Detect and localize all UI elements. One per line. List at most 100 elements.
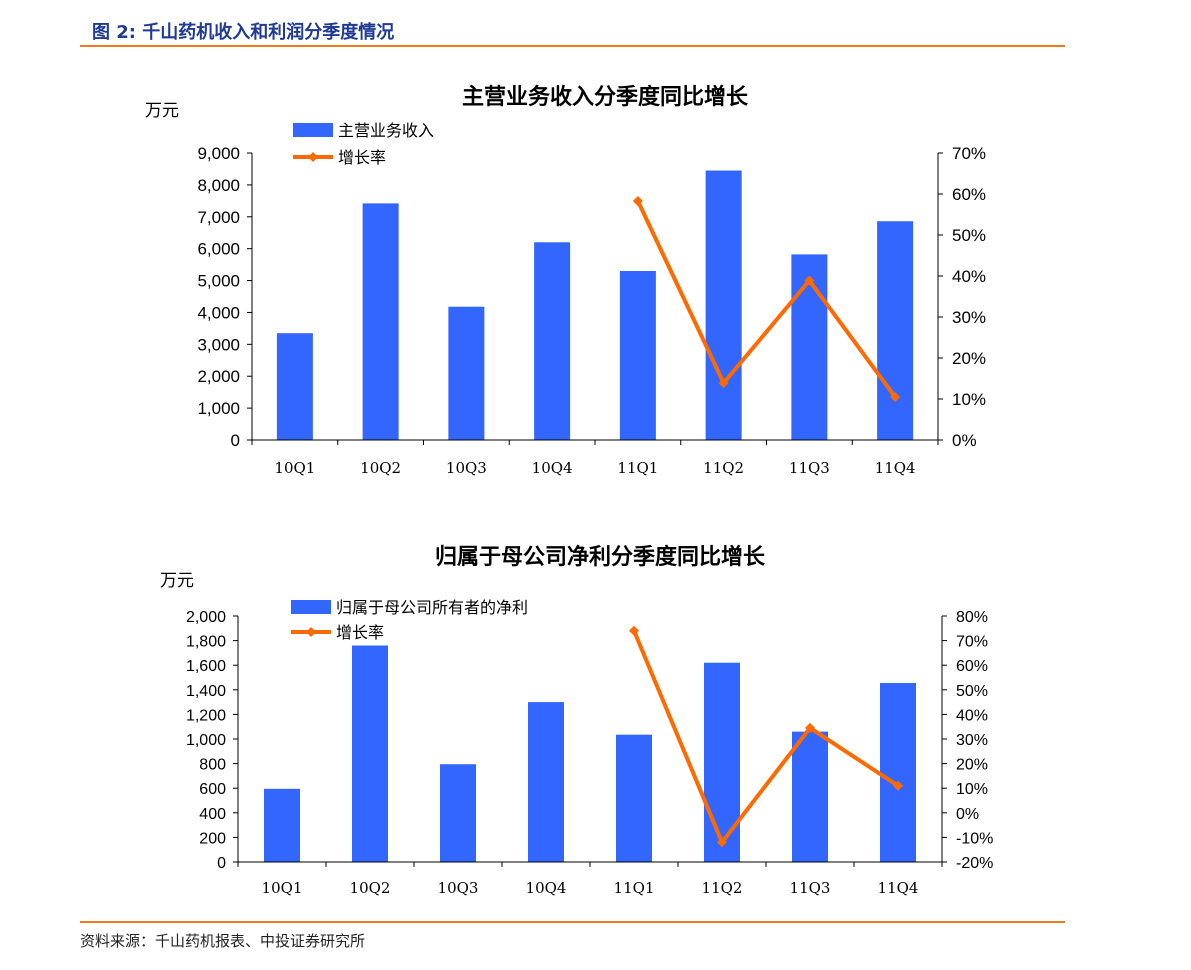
chart-0-xtick-label: 11Q1 bbox=[617, 459, 658, 477]
chart-0-xtick-label: 10Q1 bbox=[274, 459, 315, 477]
chart-1-y2tick-label: -10% bbox=[956, 830, 993, 847]
chart-0-bar-11Q1 bbox=[619, 270, 656, 440]
chart-0-y2tick-label: 70% bbox=[952, 144, 986, 163]
chart-1-ytick-label: 1,800 bbox=[186, 634, 226, 651]
figure-title-text: 千山药机收入和利润分季度情况 bbox=[142, 22, 395, 43]
chart-1-growth-point-11Q3 bbox=[805, 722, 815, 733]
chart-0-ytick-label: 0 bbox=[231, 431, 240, 450]
chart-0-legend-bar-label: 主营业务收入 bbox=[338, 121, 434, 140]
chart-1-bar-11Q2 bbox=[704, 662, 740, 862]
chart-1-y2tick-label: 60% bbox=[956, 658, 988, 675]
bottom-divider bbox=[80, 921, 1065, 923]
chart-1-legend-line-marker bbox=[306, 627, 316, 637]
chart-1-title: 归属于母公司净利分季度同比增长 bbox=[435, 544, 766, 570]
chart-1-y2tick-label: 40% bbox=[956, 707, 988, 724]
chart-1-y2tick-label: 20% bbox=[956, 757, 988, 774]
chart-0-ytick-label: 6,000 bbox=[197, 240, 240, 259]
chart-0-xtick-label: 10Q4 bbox=[532, 459, 573, 477]
chart-1-bar-11Q3 bbox=[792, 731, 828, 862]
chart-0-legend-line-marker bbox=[308, 152, 318, 162]
chart-1-ytick-label: 800 bbox=[199, 757, 226, 774]
chart-1-bar-11Q1 bbox=[616, 734, 652, 862]
chart-0-growth-point-11Q1 bbox=[632, 195, 643, 206]
chart-1-xtick-label: 10Q1 bbox=[262, 879, 303, 897]
chart-0-y2tick-label: 60% bbox=[952, 185, 986, 204]
chart-1-xtick-label: 11Q2 bbox=[702, 879, 743, 897]
chart-0-xtick-label: 10Q3 bbox=[446, 459, 487, 477]
chart-1-legend-bar-swatch bbox=[291, 600, 331, 614]
chart-0-ytick-label: 4,000 bbox=[197, 303, 240, 322]
chart-0-y2tick-label: 0% bbox=[952, 431, 977, 450]
chart-0-ytick-label: 3,000 bbox=[197, 335, 240, 354]
chart-0-bar-10Q4 bbox=[534, 242, 571, 440]
chart-1-growth-point-11Q2 bbox=[717, 837, 727, 848]
chart-0-bar-10Q3 bbox=[448, 306, 485, 440]
chart-1-y2tick-label: 10% bbox=[956, 781, 988, 798]
figure-title: 图 2: 千山药机收入和利润分季度情况 bbox=[92, 18, 394, 44]
chart-1-xtick-label: 10Q2 bbox=[350, 879, 391, 897]
chart-0-ytick-label: 9,000 bbox=[197, 144, 240, 163]
chart-1-bar-11Q4 bbox=[880, 683, 916, 862]
top-divider bbox=[80, 45, 1065, 47]
chart-0-legend-bar-swatch bbox=[293, 123, 333, 137]
chart-1-legend-line-label: 增长率 bbox=[336, 623, 384, 642]
chart-0-bar-11Q2 bbox=[705, 170, 742, 441]
chart-1-ylabel: 万元 bbox=[160, 571, 194, 591]
chart-1-xtick-label: 10Q4 bbox=[526, 879, 567, 897]
chart-0-legend-line-label: 增长率 bbox=[338, 148, 386, 167]
chart-1-y2tick-label: 70% bbox=[956, 634, 988, 651]
chart-1-bar-10Q4 bbox=[528, 702, 564, 862]
chart-0-xtick-label: 11Q3 bbox=[789, 459, 830, 477]
chart-0-ytick-label: 8,000 bbox=[197, 176, 240, 195]
chart-0-ytick-label: 2,000 bbox=[197, 367, 240, 386]
chart-1-ytick-label: 1,600 bbox=[186, 658, 226, 675]
chart-0-xtick-label: 11Q2 bbox=[703, 459, 744, 477]
chart-1-ytick-label: 2,000 bbox=[186, 609, 226, 626]
chart-1-bar-10Q2 bbox=[352, 645, 388, 862]
chart-1-growth-point-11Q1 bbox=[629, 625, 639, 636]
chart-0-bar-11Q4 bbox=[877, 221, 914, 440]
source-note: 资料来源：千山药机报表、中投证券研究所 bbox=[80, 932, 366, 950]
chart-0-title: 主营业务收入分季度同比增长 bbox=[462, 84, 749, 110]
chart-0-growth-point-11Q4 bbox=[890, 391, 901, 402]
chart-1-ytick-label: 200 bbox=[199, 830, 226, 847]
chart-1-ytick-label: 400 bbox=[199, 806, 226, 823]
chart-0-ylabel: 万元 bbox=[145, 101, 179, 121]
chart-1-bar-10Q1 bbox=[264, 788, 300, 862]
chart-1-growth-line bbox=[632, 629, 900, 845]
chart-0-ytick-label: 5,000 bbox=[197, 272, 240, 291]
chart-0-y2tick-label: 30% bbox=[952, 308, 986, 327]
chart-0-xtick-label: 11Q4 bbox=[875, 459, 916, 477]
chart-0-growth-line bbox=[636, 200, 897, 399]
chart-0-y2tick-label: 20% bbox=[952, 349, 986, 368]
chart-1-legend-bar-label: 归属于母公司所有者的净利 bbox=[336, 598, 528, 617]
chart-0-y2tick-label: 40% bbox=[952, 267, 986, 286]
chart-1-y2tick-label: 50% bbox=[956, 683, 988, 700]
chart-1-y2tick-label: 80% bbox=[956, 609, 988, 626]
chart-1-ytick-label: 0 bbox=[217, 855, 226, 872]
chart-0-y2tick-label: 50% bbox=[952, 226, 986, 245]
chart-1-y2tick-label: 30% bbox=[956, 732, 988, 749]
chart-0-bar-10Q2 bbox=[362, 203, 399, 440]
chart-1-xtick-label: 10Q3 bbox=[438, 879, 479, 897]
chart-1-ytick-label: 1,200 bbox=[186, 707, 226, 724]
chart-0-bar-10Q1 bbox=[276, 333, 313, 440]
chart-1-y2tick-label: 0% bbox=[956, 806, 979, 823]
chart-1-ytick-label: 1,400 bbox=[186, 683, 226, 700]
chart-1-y2tick-label: -20% bbox=[956, 855, 993, 872]
chart-1-ytick-label: 1,000 bbox=[186, 732, 226, 749]
chart-1-growth-point-11Q4 bbox=[893, 780, 903, 791]
chart-1-bar-10Q3 bbox=[440, 764, 476, 862]
chart-0-xtick-label: 10Q2 bbox=[360, 459, 401, 477]
figure-label: 图 2: bbox=[92, 22, 136, 43]
chart-1-xtick-label: 11Q3 bbox=[790, 879, 831, 897]
chart-0-ytick-label: 1,000 bbox=[197, 399, 240, 418]
chart-1-xtick-label: 11Q1 bbox=[614, 879, 655, 897]
chart-1-ytick-label: 600 bbox=[199, 781, 226, 798]
chart-0-growth-point-11Q2 bbox=[718, 378, 729, 389]
chart-1-xtick-label: 11Q4 bbox=[878, 879, 919, 897]
chart-0-ytick-label: 7,000 bbox=[197, 208, 240, 227]
chart-0-growth-point-11Q3 bbox=[804, 275, 815, 286]
chart-0-y2tick-label: 10% bbox=[952, 390, 986, 409]
